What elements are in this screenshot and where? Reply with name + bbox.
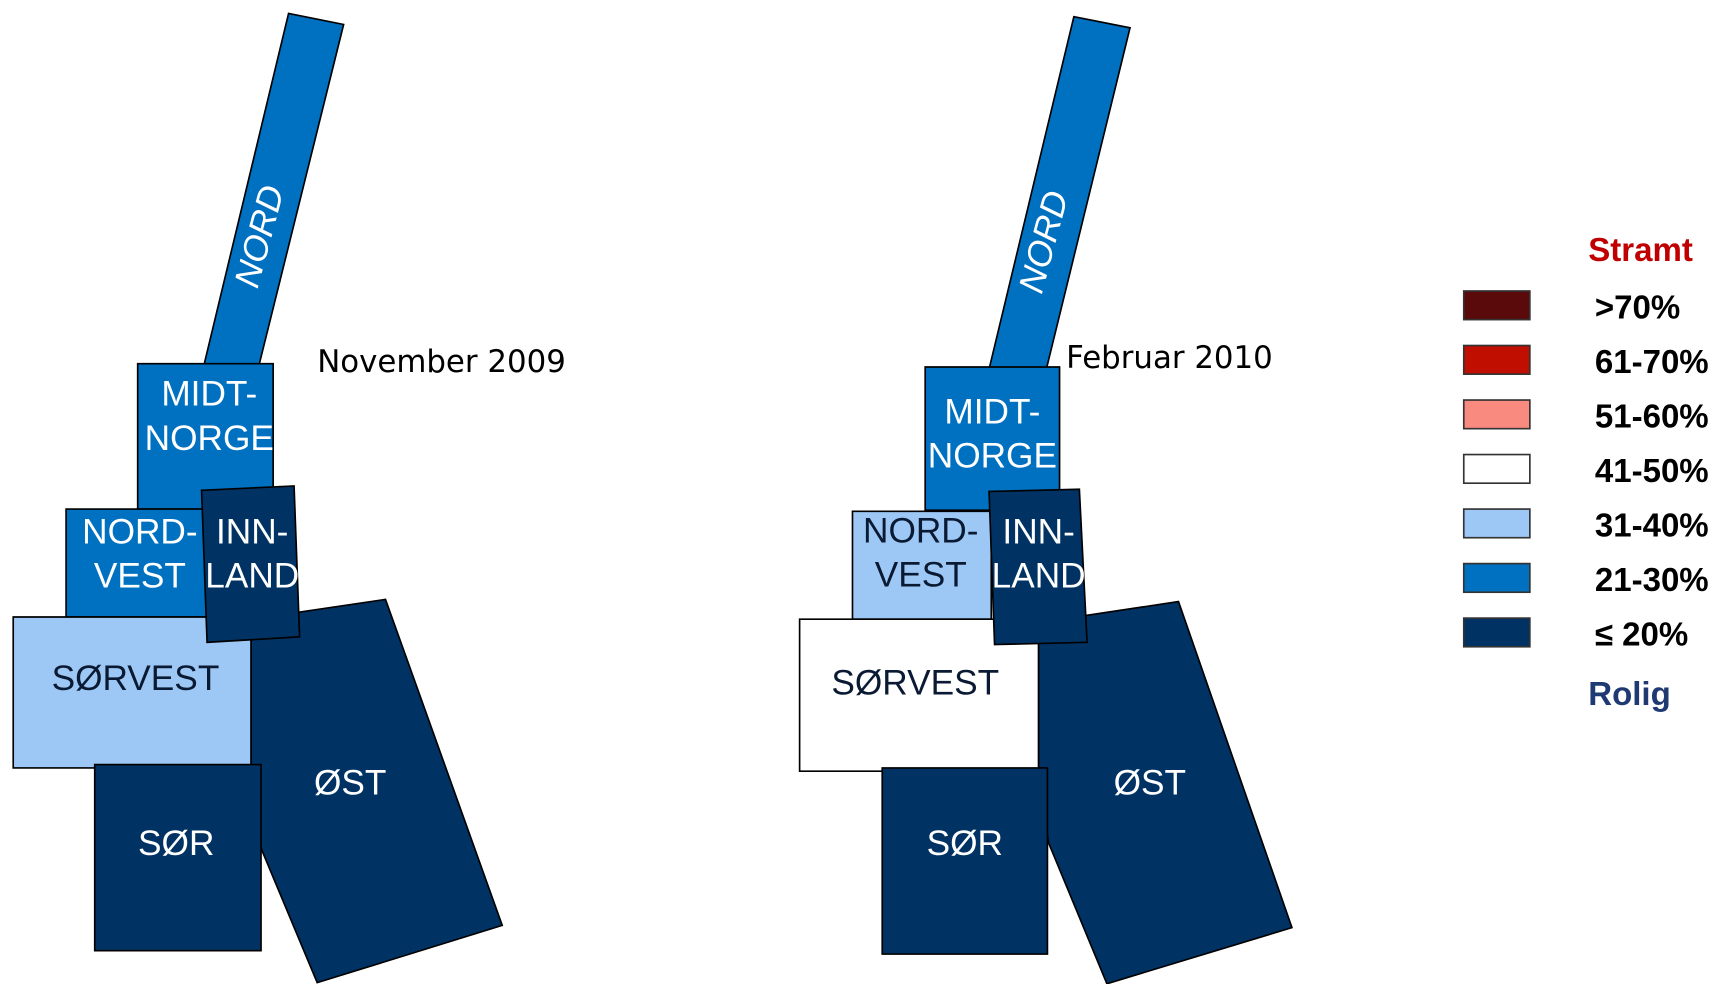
region-label-line: LAND [992,557,1086,596]
legend-label: 31-40% [1595,508,1709,545]
region-label: INN- LAND [992,513,1086,596]
region-label: NORD- VEST [863,512,978,595]
region-label-line: SØR [927,824,1003,863]
region-label: ØST [1114,764,1186,803]
region-label-line: NORGE [928,437,1057,476]
map: NORDMIDT-NORGENORD-VESTSØRVESTØSTSØRINN-… [798,15,1294,984]
region-label-line: MIDT- [161,375,257,414]
legend-swatch [1462,508,1531,539]
legend-swatch [1462,290,1531,321]
legend: Stramt >70% 61-70% 51-60% 41-50% 31-40% 21-30%… [1462,232,1709,713]
region [988,488,1088,646]
legend-label: ≤ 20% [1595,617,1688,654]
legend-label: 61-70% [1595,344,1709,381]
region-label-line: NORD- [863,512,978,551]
region-label-line: LAND [205,557,299,596]
region-label: ØST [314,764,386,803]
region-label-line: SØRVEST [831,664,999,703]
region-label-line: INN- [1002,513,1074,552]
legend-label: 41-50% [1595,453,1709,490]
region [881,767,1049,955]
region [93,763,262,952]
legend-swatch [1462,344,1531,375]
region-label: MIDT- NORGE [928,393,1057,476]
legend-label: >70% [1595,289,1680,326]
region-label-line: INN- [216,513,288,552]
region-label-line: ØST [314,764,386,803]
region-label: NORD- VEST [82,513,197,596]
region-label-line: VEST [875,556,967,595]
map-date: November 2009 [317,344,566,380]
region-label-line: ØST [1114,764,1186,803]
legend-swatch [1462,453,1531,485]
region-label-line: SØRVEST [52,659,220,698]
legend-label: 21-30% [1595,562,1709,599]
region-label: SØRVEST [52,659,220,698]
legend-swatch [1462,562,1531,594]
legend-swatch [1462,617,1531,648]
map: NORDMIDT-NORGENORD-VESTSØRVESTØSTSØRINN-… [12,12,566,984]
legend-top: Stramt [1588,232,1693,269]
legend-label: 51-60% [1595,398,1709,435]
region-label: SØR [138,824,214,863]
region-label-line: NORD- [82,513,197,552]
region-label: INN- LAND [205,513,299,596]
region-label-line: MIDT- [944,393,1040,432]
region-label: SØRVEST [831,664,999,703]
region-label-line: VEST [94,557,186,596]
legend-bottom: Rolig [1588,676,1671,713]
map-date: Februar 2010 [1066,340,1273,376]
region-label: SØR [927,824,1003,863]
region-label-line: NORGE [145,419,274,458]
region-label-line: SØR [138,824,214,863]
legend-swatch [1462,399,1531,430]
region [200,485,301,644]
region-label: MIDT- NORGE [145,375,274,458]
